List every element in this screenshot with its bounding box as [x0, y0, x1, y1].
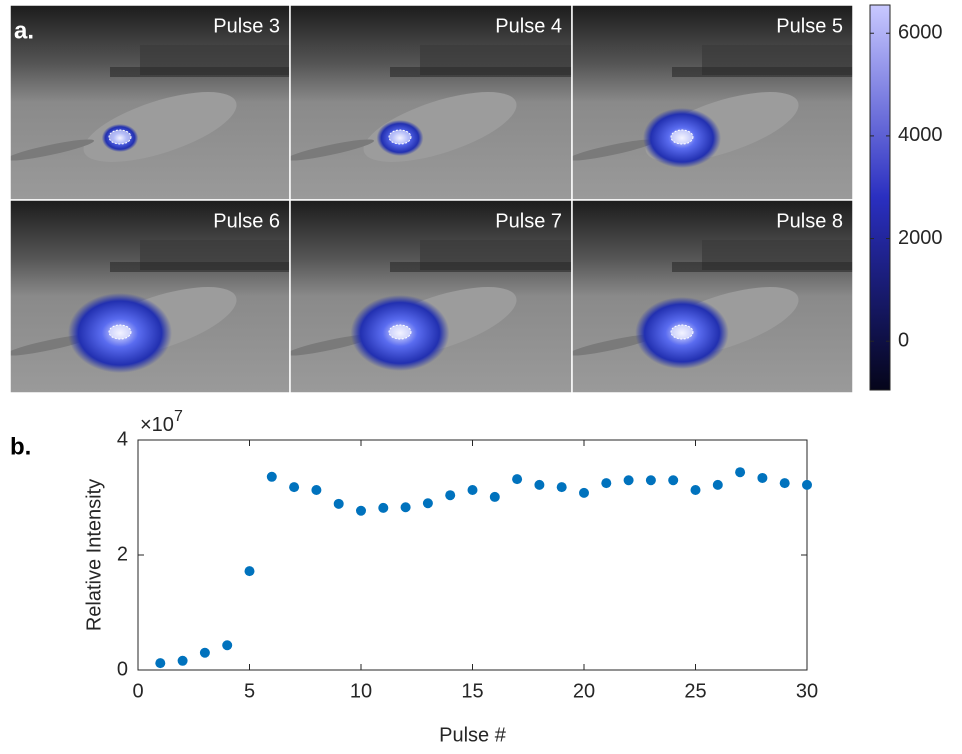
image-panel: Pulse 7 [290, 200, 572, 393]
data-point [199, 647, 210, 658]
data-point [244, 566, 255, 577]
data-point [556, 482, 567, 493]
x-tick-label: 15 [461, 680, 483, 702]
image [572, 200, 853, 393]
panel-title: Pulse 6 [213, 210, 280, 232]
data-point [422, 498, 433, 509]
tail [10, 139, 95, 161]
shelf [110, 67, 290, 77]
data-point [779, 478, 790, 489]
y-multiplier: ×107 [140, 408, 183, 436]
data-point [579, 487, 589, 498]
x-tick-label: 25 [684, 680, 706, 702]
panel-title: Pulse 7 [495, 210, 562, 232]
x-axis-label: Pulse # [439, 724, 507, 746]
data-point [534, 479, 545, 490]
colorbar-tick-label: 2000 [898, 227, 943, 249]
image-panel: Pulse 8 [572, 200, 853, 393]
data-point [177, 655, 188, 666]
shelf [672, 262, 853, 272]
x-tick-label: 20 [573, 680, 595, 702]
tail [572, 334, 657, 356]
data-point [735, 467, 746, 478]
panel-border [571, 199, 854, 394]
y-axis-label: Relative Intensity [83, 479, 105, 631]
colorbar-tick-label: 4000 [898, 124, 943, 146]
data-point [757, 472, 768, 483]
roi [108, 324, 132, 340]
data-point [690, 485, 701, 496]
data-point [378, 502, 389, 513]
multiplier-base: ×10 [140, 414, 174, 436]
colorbar-tick-label: 0 [898, 330, 909, 352]
data-point [266, 471, 277, 482]
data-point [400, 502, 411, 513]
x-tick-label: 30 [796, 680, 818, 702]
data-point [802, 479, 812, 490]
roi [670, 324, 694, 340]
roi [388, 324, 412, 340]
colorbar-tick-label: 6000 [898, 22, 943, 44]
shelf [672, 67, 853, 77]
panel-title: Pulse 4 [495, 15, 562, 37]
data-point [467, 485, 478, 496]
data-point [668, 475, 679, 486]
y-tick-label: 4 [117, 428, 128, 450]
data-point [222, 640, 233, 651]
y-tick-label: 0 [117, 658, 128, 680]
shelf [390, 67, 572, 77]
y-tick-label: 2 [117, 543, 128, 565]
data-point [155, 658, 166, 669]
panel-title: Pulse 5 [776, 15, 843, 37]
data-point [645, 475, 656, 486]
multiplier-exponent: 7 [174, 408, 183, 425]
roi [670, 129, 694, 145]
colorbar [869, 4, 891, 391]
data-point [489, 491, 500, 502]
tail [572, 139, 657, 161]
image-panel: Pulse 4 [290, 5, 572, 200]
image-panel: Pulse 5 [572, 5, 853, 200]
data-point [356, 505, 366, 516]
image [10, 5, 290, 200]
x-tick-label: 0 [132, 680, 143, 702]
data-point [311, 485, 322, 496]
data-point [289, 482, 300, 493]
roi [108, 129, 132, 145]
x-tick-label: 10 [350, 680, 372, 702]
data-point [512, 474, 523, 485]
data-point [712, 479, 723, 490]
shelf [390, 262, 572, 272]
data-point [623, 475, 634, 486]
tail [290, 139, 375, 161]
image [572, 5, 853, 200]
image [290, 5, 572, 200]
data-point [601, 478, 612, 489]
shelf [110, 262, 290, 272]
image-panel: Pulse 6 [10, 200, 290, 393]
panel-title: Pulse 3 [213, 15, 280, 37]
panel-title: Pulse 8 [776, 210, 843, 232]
plot-frame [137, 439, 808, 671]
panel-label: b. [10, 433, 31, 460]
data-point [333, 498, 344, 509]
image-panel: Pulse 3 [10, 5, 290, 200]
roi [388, 129, 412, 145]
data-point [445, 490, 456, 501]
panel-label: a. [14, 17, 34, 44]
x-tick-label: 5 [244, 680, 255, 702]
